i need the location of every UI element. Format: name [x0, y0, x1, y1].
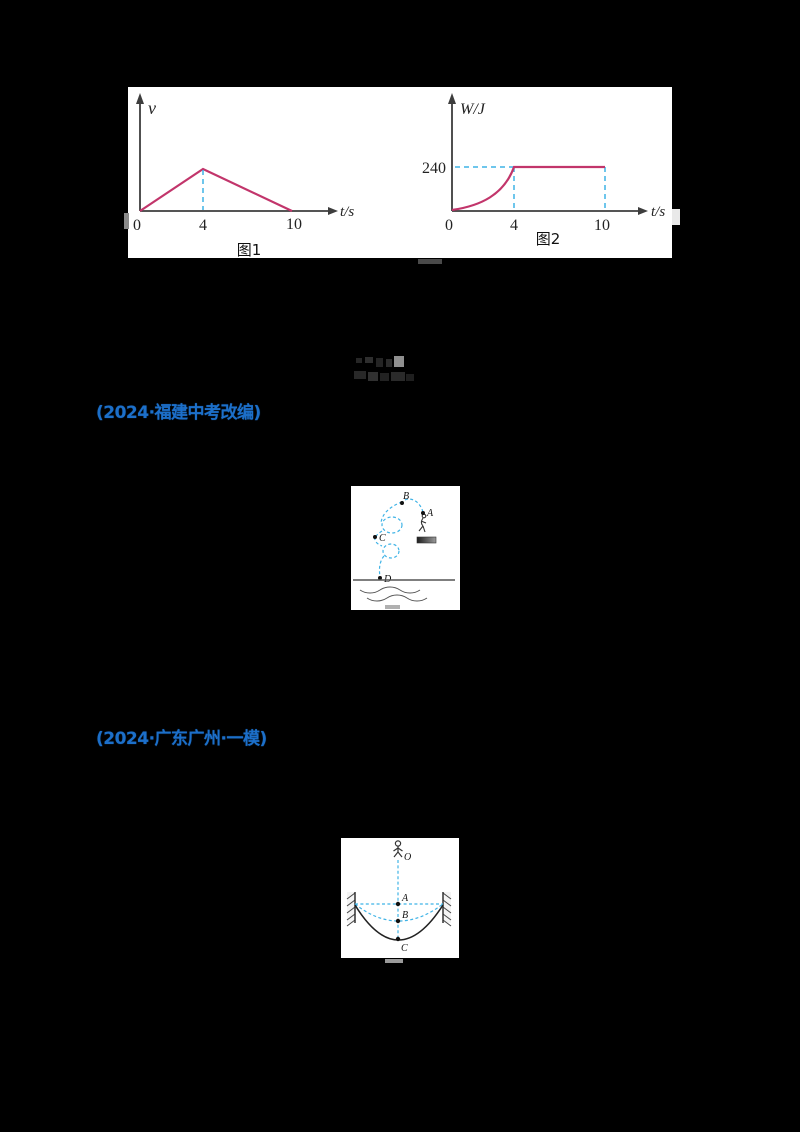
fig2-tick-10: 10	[594, 217, 610, 234]
fig2-tick-4: 4	[510, 217, 518, 234]
point-c-label: C	[401, 943, 408, 954]
problem1-source-tag: (2024·福建中考改编)	[96, 403, 261, 423]
artifact-notch	[672, 209, 680, 225]
fig2-axes	[451, 101, 639, 212]
fig2-caption: 图2	[536, 230, 561, 248]
fig1-xlabel: t/s	[340, 204, 354, 220]
fig2-dashed-guides	[455, 166, 606, 210]
trajectory-points	[373, 501, 425, 580]
fig2-work-curve	[451, 165, 605, 212]
point-c-label: C	[379, 533, 386, 544]
left-anchor-icon	[346, 892, 356, 927]
diver-figure-icon	[418, 513, 427, 533]
net-figure-panel: O	[341, 838, 459, 958]
diving-platform	[416, 536, 437, 544]
point-a-label: A	[401, 893, 409, 904]
net-figure-svg: O	[346, 840, 452, 954]
artifact-strip	[418, 259, 442, 264]
artifact-strip	[385, 959, 403, 963]
fig1-caption: 图1	[237, 241, 262, 258]
diver-figure-svg: B A C D	[353, 491, 455, 609]
problem2-source-tag: (2024·广东广州·一模)	[96, 729, 267, 749]
net-points	[395, 901, 401, 942]
fig1-ylabel: v	[148, 98, 156, 118]
graphs-svg: v t/s 0 4 10 图1 W/J t/s 240 0 4 10 图2	[133, 93, 665, 259]
point-o-label: O	[404, 852, 411, 863]
right-anchor-icon	[442, 892, 452, 927]
fig2-xaxis-arrow-icon	[638, 207, 648, 215]
fig2-xlabel: t/s	[651, 204, 665, 220]
fig1-yaxis-arrow-icon	[136, 93, 144, 104]
fig2-tick-0: 0	[445, 217, 453, 234]
fig2-ylabel: W/J	[460, 101, 486, 118]
fig1-axes	[139, 101, 329, 212]
diver-figure-panel: B A C D	[351, 486, 460, 610]
graphs-panel: v t/s 0 4 10 图1 W/J t/s 240 0 4 10 图2	[128, 87, 672, 259]
dive-trajectory	[374, 498, 424, 578]
fig1-xaxis-arrow-icon	[328, 207, 338, 215]
fig2-yaxis-arrow-icon	[448, 93, 456, 104]
point-b-label: B	[403, 491, 409, 502]
point-b-label: B	[402, 910, 408, 921]
net-mid-position-dashed	[354, 903, 444, 922]
fig1-tick-4: 4	[199, 217, 207, 234]
point-a-label: A	[426, 508, 434, 519]
fig1-tick-10: 10	[286, 216, 302, 233]
artifact-edge	[124, 213, 129, 229]
artifact-strip	[385, 605, 400, 609]
fig1-velocity-curve	[139, 167, 293, 212]
water-waves	[359, 586, 428, 602]
fig1-tick-0: 0	[133, 217, 141, 234]
fig2-yvalue-240: 240	[422, 160, 446, 177]
light-gray-blob	[394, 356, 404, 367]
person-figure-icon	[393, 840, 403, 858]
